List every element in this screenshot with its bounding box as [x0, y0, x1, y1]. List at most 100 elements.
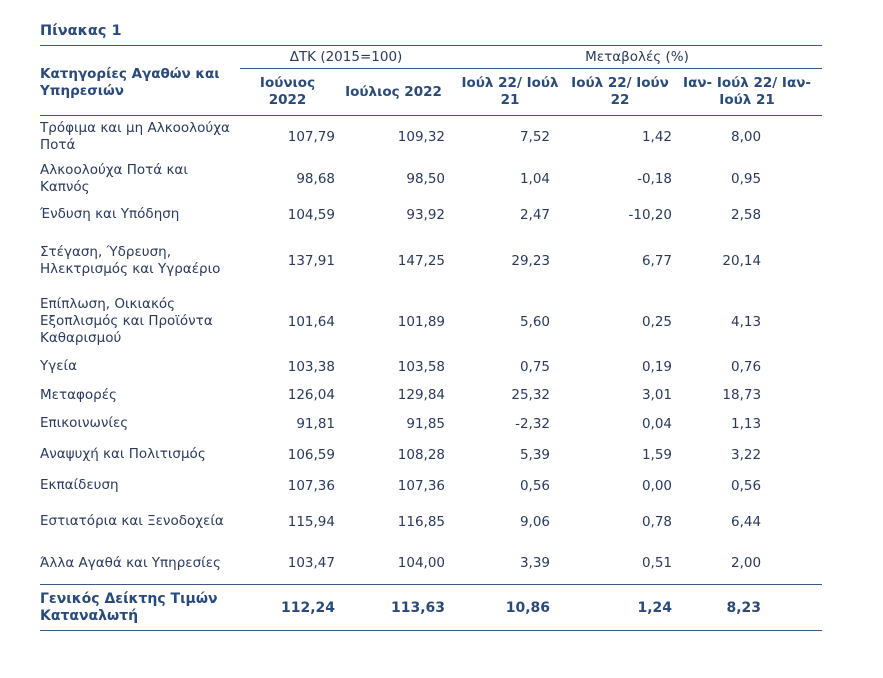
- total-cell: 1,24: [568, 584, 673, 631]
- table-cell: 137,91: [287, 252, 335, 269]
- column-header-row: Ιούνιος 2022 Ιούλιος 2022 Ιούλ 22/ Ιούλ …: [40, 68, 823, 116]
- table-cell: 103,47: [287, 555, 335, 572]
- table-cell: 98,68: [296, 170, 335, 187]
- table-cell: 106,59: [287, 446, 335, 463]
- category-header: Κατηγορίες Αγαθών και Υπηρεσιών: [40, 45, 240, 116]
- table-cell: 7,52: [519, 128, 551, 145]
- table-cell: 25,32: [511, 387, 551, 403]
- table-cell: 6,44: [730, 513, 762, 530]
- table-cell: 103,58: [397, 358, 446, 375]
- table-cell: 104,59: [287, 206, 335, 223]
- table-cell: 29,23: [511, 252, 551, 269]
- table-cell: 91,81: [296, 415, 335, 432]
- cpi-table: Κατηγορίες Αγαθών και Υπηρεσιών ΔΤΚ (201…: [40, 45, 823, 631]
- table-row: Εκπαίδευση 107,36 107,36 0,56 0,00 0,56: [40, 471, 822, 501]
- table-cell: 1,04: [519, 170, 551, 187]
- total-cell: 8,23: [672, 584, 823, 631]
- table-cell: 0,51: [641, 555, 673, 572]
- table-cell: 0,75: [519, 358, 551, 375]
- table-cell: 103,38: [287, 358, 335, 375]
- total-cell: 113,63: [335, 584, 453, 631]
- table-cell: 0,56: [519, 477, 551, 494]
- table-cell: 0,76: [730, 358, 762, 375]
- row-label: Μεταφορές: [40, 386, 117, 403]
- row-label: Εκπαίδευση: [40, 477, 119, 493]
- group-header-row: Κατηγορίες Αγαθών και Υπηρεσιών ΔΤΚ (201…: [40, 45, 823, 116]
- table-cell: 129,84: [397, 387, 446, 403]
- table-title: Πίνακας 1: [40, 23, 122, 39]
- row-label: Αναψυχή και Πολιτισμός: [40, 446, 206, 462]
- table-row: Ένδυση και Υπόδηση 104,59 93,92 2,47 -10…: [40, 200, 822, 230]
- table-cell: 8,00: [730, 128, 762, 145]
- table-cell: 98,50: [406, 170, 446, 187]
- table-row: Υγεία 103,38 103,58 0,75 0,19 0,76: [40, 352, 822, 382]
- column-header: Ιούλιος 2022: [335, 68, 453, 116]
- table-cell: 0,25: [641, 313, 673, 330]
- table-cell: 93,92: [406, 206, 446, 223]
- row-label: Υγεία: [40, 358, 77, 374]
- row-label: Ένδυση και Υπόδηση: [40, 206, 180, 222]
- total-cell: 10,86: [452, 584, 569, 631]
- table-cell: 107,36: [397, 477, 446, 494]
- table-row: Εστιατόρια και Ξενοδοχεία 115,94 116,85 …: [40, 501, 822, 543]
- table-cell: 2,47: [519, 206, 551, 223]
- total-row: Γενικός Δείκτης Τιμών Καταναλωτή 112,24 …: [40, 584, 823, 631]
- table-cell: 6,77: [641, 252, 673, 269]
- table-cell: 0,19: [641, 358, 673, 375]
- table-cell: 0,95: [730, 170, 762, 187]
- table-cell: 1,59: [641, 446, 673, 463]
- table-cell: 3,39: [519, 555, 551, 572]
- row-label: Άλλα Αγαθά και Υπηρεσίες: [40, 554, 221, 571]
- table-cell: 126,04: [287, 387, 335, 403]
- table-cell: 5,60: [519, 313, 551, 330]
- table-cell: 0,00: [641, 477, 673, 494]
- change-group-header: Μεταβολές (%): [452, 45, 823, 69]
- table-cell: 3,01: [641, 387, 673, 403]
- table-cell: 0,78: [641, 513, 673, 530]
- table-cell: 109,32: [397, 128, 446, 145]
- table-cell: 5,39: [519, 446, 551, 463]
- table-cell: 107,36: [287, 477, 335, 494]
- table-row: Άλλα Αγαθά και Υπηρεσίες 103,47 104,00 3…: [40, 543, 822, 585]
- table-cell: 147,25: [397, 252, 446, 269]
- row-label: Αλκοολούχα Ποτά και Καπνός: [40, 161, 188, 195]
- table-row: Επίπλωση, Οικιακός Εξοπλισμός και Προϊόν…: [40, 292, 822, 352]
- table-cell: -0,18: [637, 170, 673, 187]
- table-cell: 9,06: [519, 513, 551, 530]
- table-cell: 20,14: [722, 252, 762, 269]
- table-row: Στέγαση, Ύδρευση, Ηλεκτρισμός και Υγραέρ…: [40, 230, 822, 292]
- table-cell: 107,79: [287, 128, 335, 145]
- table-row: Αναψυχή και Πολιτισμός 106,59 108,28 5,3…: [40, 439, 822, 471]
- row-label: Τρόφιμα και μη Αλκοολούχα Ποτά: [40, 119, 230, 153]
- column-header: Ιαν- Ιούλ 22/ Ιαν- Ιούλ 21: [672, 68, 823, 116]
- table-cell: 0,04: [641, 415, 673, 432]
- table-cell: 101,89: [397, 313, 446, 330]
- table-cell: 0,56: [730, 477, 762, 494]
- table-cell: 2,00: [730, 555, 762, 572]
- table-cell: -2,32: [515, 415, 551, 432]
- table-row: Επικοινωνίες 91,81 91,85 -2,32 0,04 1,13: [40, 409, 822, 439]
- table-cell: 18,73: [722, 387, 762, 403]
- table-cell: 91,85: [406, 415, 446, 432]
- table-cell: 1,13: [730, 415, 762, 432]
- table-row: Μεταφορές 126,04 129,84 25,32 3,01 18,73: [40, 382, 822, 409]
- table-cell: 1,42: [641, 128, 673, 145]
- column-header: Ιούλ 22/ Ιούλ 21: [452, 68, 569, 116]
- table-cell: 2,58: [730, 206, 762, 223]
- table-cell: 3,22: [730, 446, 762, 463]
- table-row: Αλκοολούχα Ποτά και Καπνός 98,68 98,50 1…: [40, 158, 822, 200]
- table-cell: 4,13: [730, 313, 762, 330]
- column-header: Ιούνιος 2022: [240, 68, 335, 116]
- table-cell: 108,28: [397, 446, 446, 463]
- table-cell: 104,00: [397, 555, 446, 572]
- row-label: Επίπλωση, Οικιακός Εξοπλισμός και Προϊόν…: [40, 296, 213, 346]
- index-group-header: ΔΤΚ (2015=100): [240, 45, 453, 69]
- row-label: Εστιατόρια και Ξενοδοχεία: [40, 513, 224, 529]
- table-cell: 115,94: [287, 513, 335, 530]
- row-label: Στέγαση, Ύδρευση, Ηλεκτρισμός και Υγραέρ…: [40, 243, 221, 277]
- total-cell: 112,24: [240, 584, 335, 631]
- row-label: Επικοινωνίες: [40, 415, 129, 431]
- total-label: Γενικός Δείκτης Τιμών Καταναλωτή: [40, 584, 240, 631]
- table-cell: -10,20: [628, 206, 673, 223]
- table-row: Τρόφιμα και μη Αλκοολούχα Ποτά 107,79 10…: [40, 116, 822, 158]
